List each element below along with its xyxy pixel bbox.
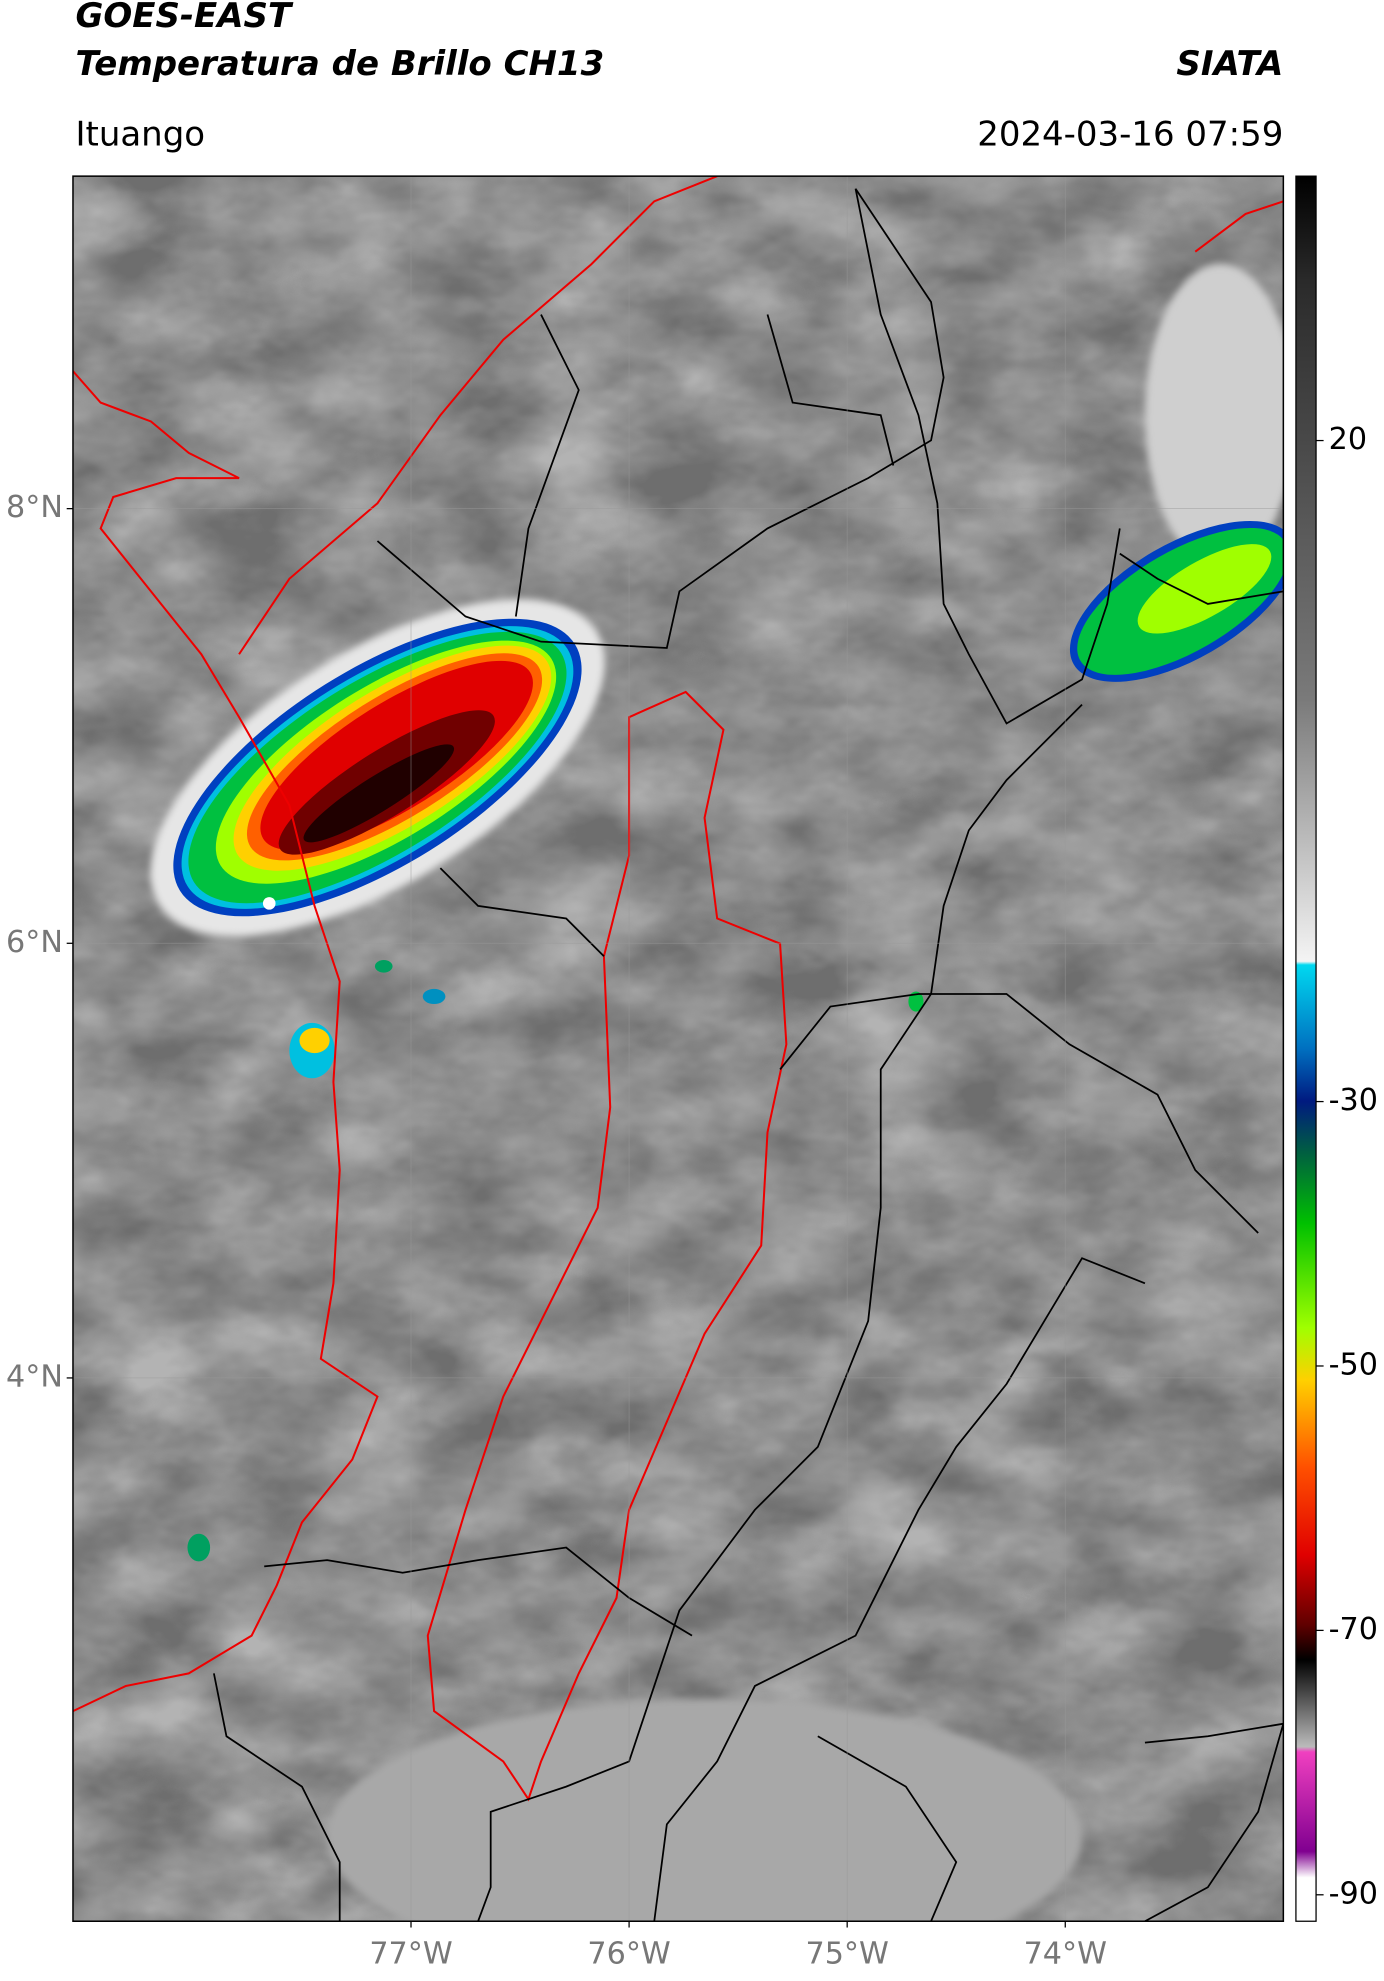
colorbar-tick-label: 20	[1329, 422, 1367, 457]
y-tick-label: 8°N	[6, 490, 63, 525]
y-tick-label: 6°N	[6, 925, 63, 960]
subtitle: Temperatura de Brillo CH13	[75, 44, 604, 84]
colorbar-tick-label: -50	[1329, 1347, 1378, 1382]
warm-area	[327, 1698, 1082, 1922]
colorbar	[1295, 175, 1317, 1922]
location: Ituango	[75, 114, 205, 154]
x-tick-label: 75°W	[805, 1937, 888, 1972]
source: SIATA	[1176, 44, 1283, 84]
storm-top	[262, 897, 276, 910]
map	[72, 176, 1284, 1922]
cloud-texture	[72, 176, 1284, 1922]
colorbar-tick-label: -90	[1329, 1876, 1378, 1911]
title: GOES-EAST	[75, 0, 293, 36]
datetime: 2024-03-16 07:59	[977, 114, 1283, 154]
x-tick-label: 74°W	[1024, 1937, 1107, 1972]
colorbar-tick-label: -70	[1329, 1612, 1378, 1647]
map-frame	[72, 175, 1285, 1922]
storm-cell	[908, 991, 924, 1012]
storm-cell	[299, 1027, 330, 1054]
cold-cloud	[1144, 264, 1284, 567]
borders	[213, 188, 1284, 1922]
storm-cell	[422, 988, 446, 1005]
x-tick-label: 77°W	[369, 1937, 452, 1972]
storm	[150, 599, 605, 936]
storm-cell	[187, 1533, 211, 1562]
storm-cell	[374, 959, 393, 973]
colorbar-tick-label: -30	[1329, 1083, 1378, 1118]
x-tick-label: 76°W	[587, 1937, 670, 1972]
y-tick-label: 4°N	[6, 1359, 63, 1394]
storm	[1069, 520, 1284, 682]
